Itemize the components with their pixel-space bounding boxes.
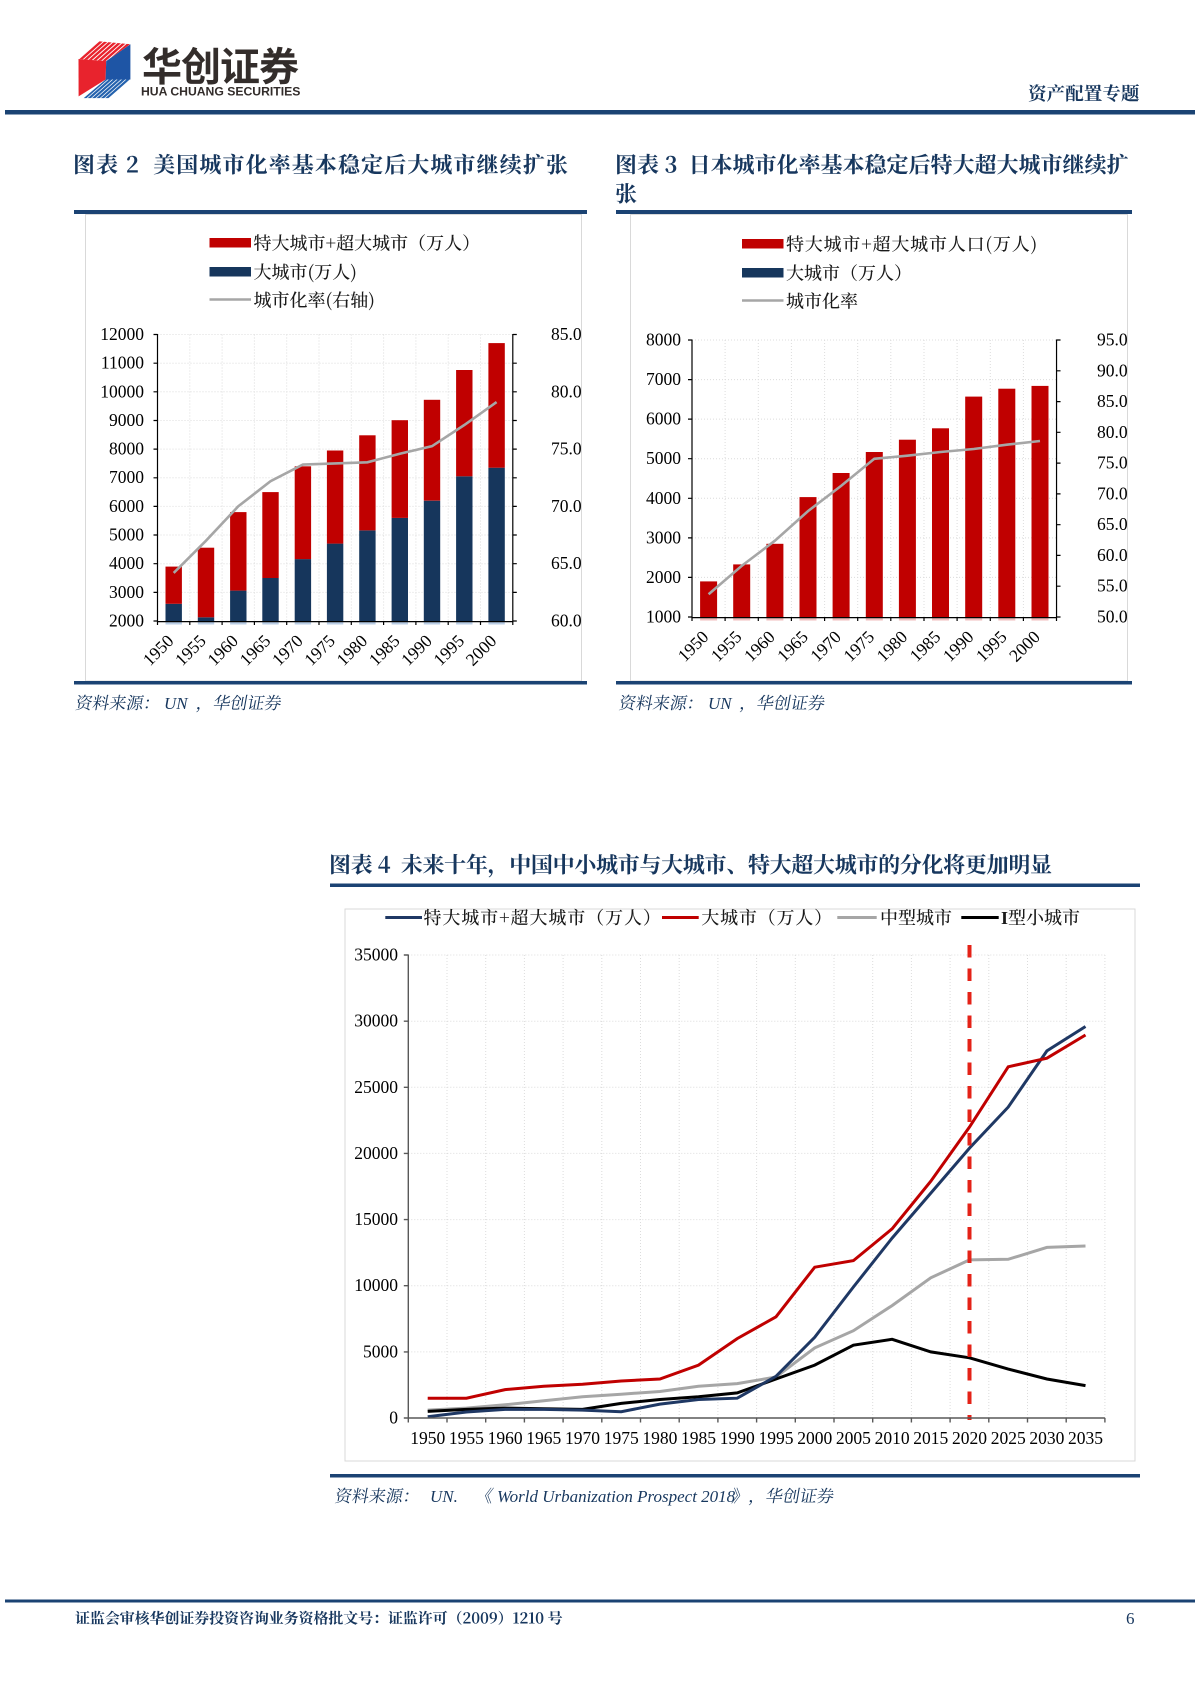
- svg-text:90.0: 90.0: [1097, 360, 1128, 380]
- svg-text:2000: 2000: [109, 611, 144, 631]
- svg-text:2000: 2000: [797, 1428, 832, 1448]
- svg-text:2015: 2015: [913, 1428, 948, 1448]
- svg-text:95.0: 95.0: [1097, 330, 1128, 350]
- svg-text:7000: 7000: [646, 369, 681, 389]
- svg-text:50.0: 50.0: [1097, 607, 1128, 627]
- svg-text:8000: 8000: [646, 330, 681, 350]
- svg-text:80.0: 80.0: [551, 381, 582, 401]
- svg-text:3000: 3000: [109, 582, 144, 602]
- svg-text:35000: 35000: [354, 945, 398, 965]
- svg-text:10000: 10000: [100, 381, 144, 401]
- svg-text:UN: UN: [708, 694, 733, 713]
- svg-text:60.0: 60.0: [1097, 545, 1128, 565]
- svg-text:1000: 1000: [646, 607, 681, 627]
- svg-text:1975: 1975: [604, 1428, 639, 1448]
- svg-text:2030: 2030: [1029, 1428, 1064, 1448]
- svg-text:20000: 20000: [354, 1143, 398, 1163]
- svg-text:4000: 4000: [646, 488, 681, 508]
- svg-text:2035: 2035: [1068, 1428, 1103, 1448]
- svg-text:11000: 11000: [101, 353, 144, 373]
- svg-text:60.0: 60.0: [551, 611, 582, 631]
- svg-text:2020: 2020: [952, 1428, 987, 1448]
- svg-text:1970: 1970: [565, 1428, 600, 1448]
- svg-text:0: 0: [389, 1408, 398, 1428]
- svg-text:65.0: 65.0: [551, 553, 582, 573]
- svg-text:85.0: 85.0: [1097, 391, 1128, 411]
- svg-text:I: I: [1001, 908, 1008, 928]
- svg-text:30000: 30000: [354, 1011, 398, 1031]
- svg-text:6000: 6000: [109, 496, 144, 516]
- svg-text:1980: 1980: [642, 1428, 677, 1448]
- svg-text:5000: 5000: [363, 1341, 398, 1361]
- svg-text:3000: 3000: [646, 527, 681, 547]
- svg-text:2000: 2000: [646, 567, 681, 587]
- svg-text:1965: 1965: [526, 1428, 561, 1448]
- svg-text:75.0: 75.0: [1097, 453, 1128, 473]
- svg-text:5000: 5000: [646, 448, 681, 468]
- svg-text:1960: 1960: [488, 1428, 523, 1448]
- svg-text:HUA CHUANG SECURITIES: HUA CHUANG SECURITIES: [141, 85, 300, 99]
- svg-text:UN: UN: [164, 694, 189, 713]
- svg-text:World Urbanization Prospect 20: World Urbanization Prospect 2018: [497, 1487, 736, 1506]
- svg-text:1990: 1990: [720, 1428, 755, 1448]
- svg-text:70.0: 70.0: [551, 496, 582, 516]
- svg-text:2010: 2010: [875, 1428, 910, 1448]
- svg-text:6000: 6000: [646, 409, 681, 429]
- svg-text:2005: 2005: [836, 1428, 871, 1448]
- svg-text:80.0: 80.0: [1097, 422, 1128, 442]
- svg-text:8000: 8000: [109, 439, 144, 459]
- svg-text:15000: 15000: [354, 1209, 398, 1229]
- svg-text:1950: 1950: [410, 1428, 445, 1448]
- svg-text:1985: 1985: [681, 1428, 716, 1448]
- svg-text:7000: 7000: [109, 467, 144, 487]
- svg-text:85.0: 85.0: [551, 324, 582, 344]
- svg-text:10000: 10000: [354, 1275, 398, 1295]
- svg-text:6: 6: [1126, 1609, 1135, 1628]
- svg-text:55.0: 55.0: [1097, 576, 1128, 596]
- svg-text:5000: 5000: [109, 525, 144, 545]
- svg-text:12000: 12000: [100, 324, 144, 344]
- svg-text:65.0: 65.0: [1097, 514, 1128, 534]
- svg-text:2025: 2025: [991, 1428, 1026, 1448]
- svg-text:1995: 1995: [759, 1428, 794, 1448]
- svg-text:UN.: UN.: [430, 1487, 458, 1506]
- svg-text:1955: 1955: [449, 1428, 484, 1448]
- svg-text:25000: 25000: [354, 1077, 398, 1097]
- svg-text:75.0: 75.0: [551, 439, 582, 459]
- svg-text:9000: 9000: [109, 410, 144, 430]
- svg-text:70.0: 70.0: [1097, 483, 1128, 503]
- svg-text:4000: 4000: [109, 553, 144, 573]
